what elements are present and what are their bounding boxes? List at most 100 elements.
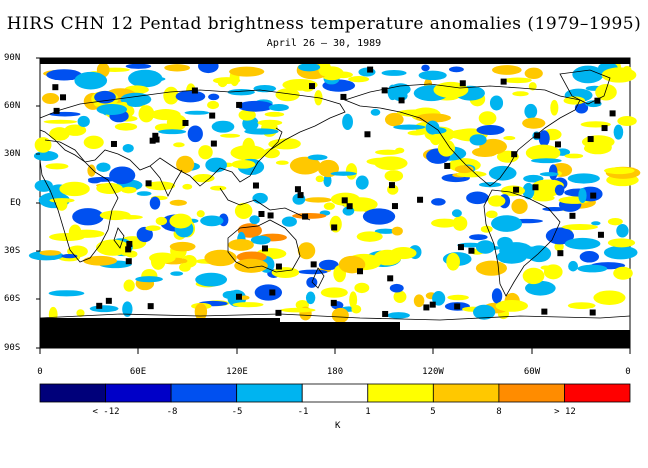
- missing-data-cell: [297, 192, 304, 199]
- anomaly-patch: [262, 148, 280, 159]
- anomaly-patch: [49, 127, 70, 141]
- anomaly-patch: [237, 100, 274, 112]
- anomaly-patch: [393, 124, 426, 130]
- missing-data-cell: [381, 87, 388, 94]
- anomaly-patch: [318, 259, 339, 271]
- map-title: HIRS CHN 12 Pentad brightness temperatur…: [6, 14, 642, 34]
- anomaly-patch: [564, 237, 601, 250]
- colorbar-swatch: [170, 383, 238, 403]
- anomaly-patch: [451, 209, 462, 218]
- missing-data-cell: [147, 303, 154, 310]
- anomaly-patch: [42, 92, 60, 105]
- anomaly-patch: [469, 134, 487, 146]
- anomaly-patch: [210, 185, 227, 191]
- anomaly-patch: [122, 143, 134, 153]
- missing-data-cell: [590, 192, 597, 199]
- anomaly-patch: [452, 215, 468, 231]
- anomaly-patch: [613, 266, 633, 280]
- anomaly-patch: [564, 153, 584, 159]
- anomaly-patch: [220, 133, 241, 138]
- anomaly-patch: [480, 225, 493, 233]
- anomaly-patch: [545, 227, 575, 245]
- anomaly-patch: [503, 77, 532, 84]
- anomaly-patch: [275, 88, 300, 102]
- anomaly-patch: [182, 183, 193, 190]
- anomaly-patch: [577, 264, 608, 273]
- anomaly-patch: [207, 100, 220, 110]
- missing-data-cell: [444, 162, 451, 169]
- anomaly-patch: [88, 178, 102, 184]
- anomaly-patch: [200, 215, 224, 227]
- missing-data-cell: [125, 258, 132, 265]
- anomaly-patch: [150, 109, 181, 121]
- missing-data-cell: [236, 101, 243, 108]
- anomaly-patch: [466, 191, 489, 205]
- missing-data-cell: [60, 94, 67, 101]
- anomaly-patch: [99, 210, 131, 221]
- missing-data-cell: [594, 97, 601, 104]
- anomaly-patch: [437, 139, 455, 157]
- colorbar-label: -1: [297, 407, 309, 417]
- colorbar-swatch: [105, 383, 172, 403]
- anomaly-patch: [578, 187, 587, 203]
- missing-data-cell: [145, 180, 152, 187]
- anomaly-patch: [524, 103, 538, 119]
- missing-data-cell: [152, 132, 159, 139]
- missing-data-cell: [52, 84, 59, 91]
- anomaly-patch: [374, 228, 397, 234]
- anomaly-patch: [595, 83, 617, 101]
- anomaly-patch: [184, 110, 210, 115]
- anomaly-patch: [34, 179, 53, 192]
- missing-data-cell: [429, 301, 436, 308]
- anomaly-patch: [33, 150, 59, 162]
- anomaly-patch: [253, 84, 277, 93]
- anomaly-patch: [323, 202, 335, 210]
- missing-data-cell: [417, 196, 424, 203]
- anomaly-patch: [155, 216, 168, 226]
- anomaly-patch: [495, 299, 529, 312]
- anomaly-patch: [524, 67, 543, 80]
- lat-label-60n: 60N: [4, 101, 21, 111]
- missing-data-cell: [569, 212, 576, 219]
- anomaly-patch: [538, 130, 550, 147]
- anomaly-patch: [512, 91, 529, 97]
- anomaly-patch: [234, 202, 253, 219]
- lat-label-90s: 90S: [4, 343, 21, 353]
- anomaly-patch: [244, 128, 279, 135]
- anomaly-patch: [305, 291, 316, 305]
- colorbar-label: -8: [166, 407, 178, 417]
- missing-data-cell: [364, 131, 371, 138]
- anomaly-patch: [469, 234, 488, 241]
- colorbar-label: > 12: [554, 407, 576, 417]
- anomaly-patch: [395, 147, 405, 154]
- anomaly-patch: [114, 122, 138, 131]
- anomaly-patch: [320, 287, 348, 298]
- colorbar-label: 8: [496, 407, 502, 417]
- missing-data-cell: [125, 246, 132, 253]
- anomaly-patch: [475, 240, 495, 254]
- coastlines: [39, 69, 631, 321]
- anomaly-patch: [447, 294, 469, 301]
- colorbar-swatch: [236, 383, 303, 403]
- anomaly-patch: [491, 288, 503, 304]
- anomaly-patch: [591, 221, 601, 226]
- anomaly-patch: [604, 167, 635, 175]
- anomaly-patch: [289, 156, 321, 175]
- colorbar-swatch: [432, 383, 500, 403]
- missing-data-cell: [500, 78, 507, 85]
- anomaly-patch: [228, 239, 254, 251]
- anomaly-patch: [491, 215, 523, 232]
- anomaly-patch: [522, 182, 535, 200]
- lon-label-120w: 120W: [422, 367, 444, 377]
- anomaly-patch: [169, 241, 196, 252]
- anomaly-patch: [525, 144, 561, 162]
- anomaly-patch: [123, 279, 135, 292]
- lon-label-0: 0: [37, 367, 43, 377]
- missing-data-cell: [357, 268, 364, 275]
- anomaly-patch: [489, 95, 504, 111]
- anomaly-patch: [46, 69, 82, 81]
- anomaly-patch: [473, 304, 496, 320]
- anomaly-patch: [431, 198, 446, 206]
- anomaly-patch: [418, 70, 447, 81]
- missing-data-cell: [294, 186, 301, 193]
